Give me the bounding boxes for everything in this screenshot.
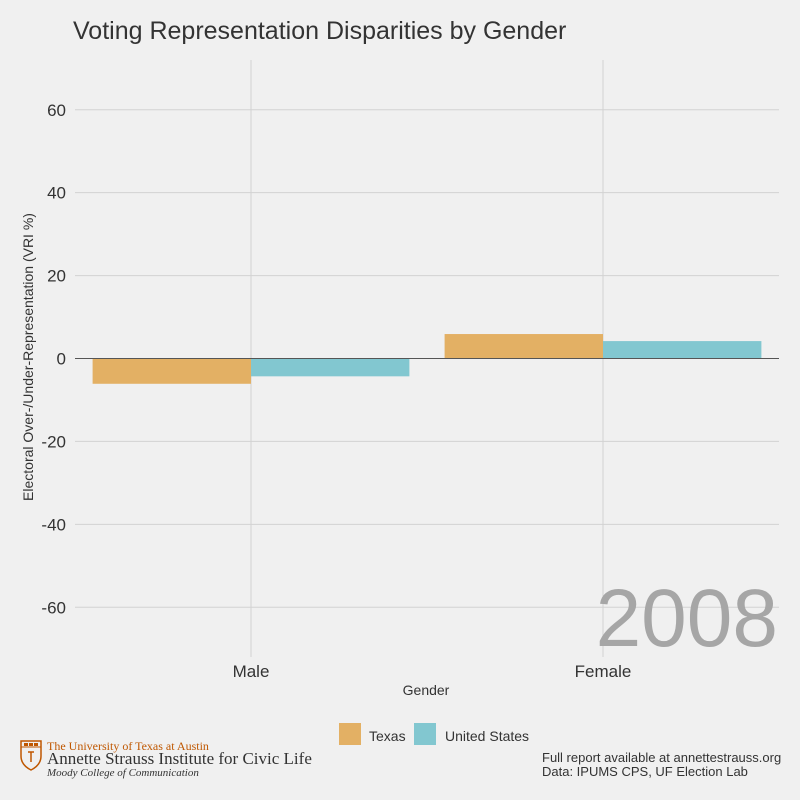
legend-swatch-united-states <box>414 723 436 745</box>
y-tick-labels: 60 40 20 0 -20 -40 -60 <box>41 101 66 618</box>
x-axis-title: Gender <box>403 682 450 698</box>
x-tick-label: Male <box>233 662 270 681</box>
logo-university-name: The University of Texas at Austin <box>47 739 209 753</box>
chart-title: Voting Representation Disparities by Gen… <box>73 17 566 45</box>
logo-college-name: Moody College of Communication <box>46 767 199 779</box>
y-tick-label: -60 <box>41 598 66 617</box>
bar-united-states-female <box>603 341 762 359</box>
y-axis-title: Electoral Over-/Under-Representation (VR… <box>20 213 36 501</box>
year-annotation: 2008 <box>596 573 778 664</box>
bars <box>92 334 762 384</box>
x-tick-label: Female <box>575 662 632 681</box>
logo-institute-name: Annette Strauss Institute for Civic Life <box>47 749 312 768</box>
footer-report-link: Full report available at annettestrauss.… <box>542 750 781 765</box>
y-tick-label: -40 <box>41 515 66 534</box>
y-tick-label: 40 <box>47 184 66 203</box>
legend-label-united-states: United States <box>445 728 529 744</box>
y-tick-label: -20 <box>41 432 66 451</box>
bar-united-states-male <box>251 358 410 377</box>
bar-texas-male <box>92 358 251 384</box>
y-tick-label: 0 <box>57 350 66 369</box>
y-tick-label: 20 <box>47 267 66 286</box>
ut-shield-icon <box>20 740 42 771</box>
x-tick-labels: Male Female <box>233 662 632 681</box>
legend-swatch-texas <box>339 723 361 745</box>
legend-label-texas: Texas <box>369 728 406 744</box>
bar-texas-female <box>444 334 603 359</box>
legend: Texas United States <box>339 723 529 745</box>
footer-data-source: Data: IPUMS CPS, UF Election Lab <box>542 764 748 779</box>
y-tick-label: 60 <box>47 101 66 120</box>
institute-logo: The University of Texas at Austin Annett… <box>20 739 312 779</box>
